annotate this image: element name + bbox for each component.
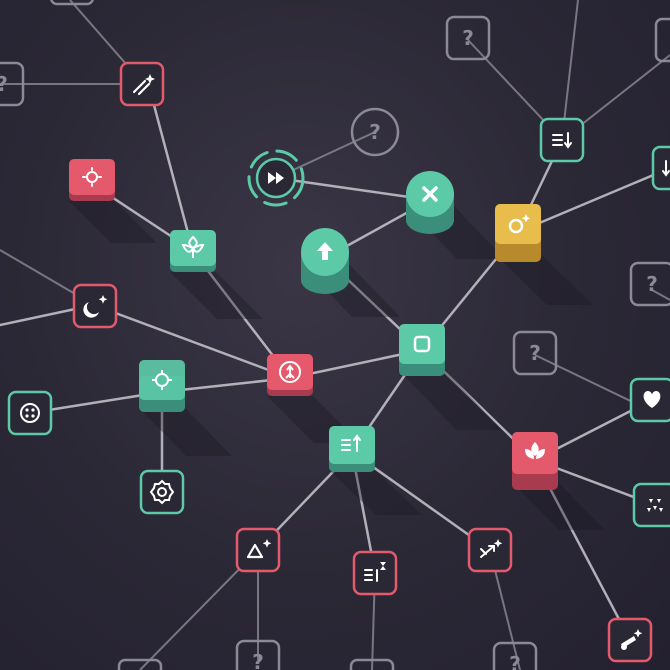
square-icon	[413, 335, 431, 353]
skill-node-burst[interactable]	[69, 159, 157, 243]
skill-node-up[interactable]	[301, 228, 400, 317]
skill-node-dots[interactable]	[7, 390, 53, 436]
locked-node[interactable]: ?	[629, 261, 670, 307]
locked-node[interactable]: ?	[512, 330, 558, 376]
burst-icon	[82, 167, 102, 187]
skill-node-list-up[interactable]	[329, 426, 422, 515]
up-arrow-icon	[317, 242, 333, 260]
skill-node-cannon[interactable]	[607, 617, 653, 663]
cannon-sparkle-icon	[621, 629, 643, 650]
crosshair-icon	[152, 370, 172, 390]
locked-node-partial[interactable]	[349, 658, 395, 670]
close-icon	[422, 186, 438, 202]
skill-node-list-down-2[interactable]	[651, 145, 670, 191]
ring-sparkle-icon	[508, 214, 531, 234]
arrows-sparkle-icon	[480, 539, 503, 558]
skill-node-hub[interactable]	[399, 324, 502, 430]
locked-node-partial[interactable]	[654, 17, 670, 63]
moon-sparkle-icon	[83, 295, 108, 318]
skill-node-heart[interactable]	[629, 377, 670, 423]
skill-node-triangles[interactable]	[632, 482, 670, 528]
triangles-icon	[647, 499, 663, 512]
skill-node-moon[interactable]	[72, 283, 118, 329]
locked-node-label: ?	[646, 272, 658, 296]
locked-node-label: ?	[529, 341, 541, 365]
locked-node-partial[interactable]	[50, 0, 94, 6]
locked-node[interactable]: ?	[235, 639, 281, 670]
skill-node-fast-forward[interactable]	[247, 149, 305, 207]
locked-node-label: ?	[509, 652, 521, 670]
skill-node-triangle-star[interactable]	[235, 527, 281, 573]
locked-node-label: ?	[462, 26, 474, 50]
dots-circle-icon	[20, 403, 40, 423]
skill-node-lotus[interactable]	[512, 432, 605, 530]
fast-forward-icon	[268, 172, 284, 184]
skill-node-gold[interactable]	[495, 204, 593, 305]
skill-node-slash-sparkle[interactable]	[119, 61, 165, 107]
slash-sparkle-icon	[132, 74, 155, 96]
list-up-icon	[341, 434, 361, 452]
skill-node-list-down[interactable]	[539, 117, 585, 163]
lotus-icon	[525, 442, 545, 459]
heart-icon	[643, 391, 661, 408]
triangle-sparkle-icon	[246, 539, 272, 559]
list-down-icon	[552, 132, 572, 149]
locked-node-label: ?	[0, 72, 8, 96]
locked-node[interactable]: ?	[492, 641, 538, 670]
skill-node-list-hourglass[interactable]	[352, 550, 398, 596]
locked-node-partial[interactable]	[117, 658, 163, 670]
locked-node[interactable]: ?	[0, 61, 25, 107]
root-icon	[279, 361, 301, 383]
locked-node[interactable]: ?	[445, 15, 491, 61]
flower-icon	[181, 235, 205, 258]
skill-node-arrows[interactable]	[467, 527, 513, 573]
list-down-icon	[662, 160, 670, 177]
skill-node-flower[interactable]	[170, 230, 263, 319]
list-hourglass-icon	[364, 562, 386, 582]
skill-node-x[interactable]	[406, 171, 505, 259]
locked-node[interactable]: ?	[350, 107, 400, 157]
skill-node-cog[interactable]	[139, 469, 185, 515]
locked-node-label: ?	[369, 120, 381, 144]
cog-icon	[149, 479, 175, 505]
locked-node-label: ?	[252, 650, 264, 670]
skill-node-crosshair[interactable]	[139, 360, 232, 456]
